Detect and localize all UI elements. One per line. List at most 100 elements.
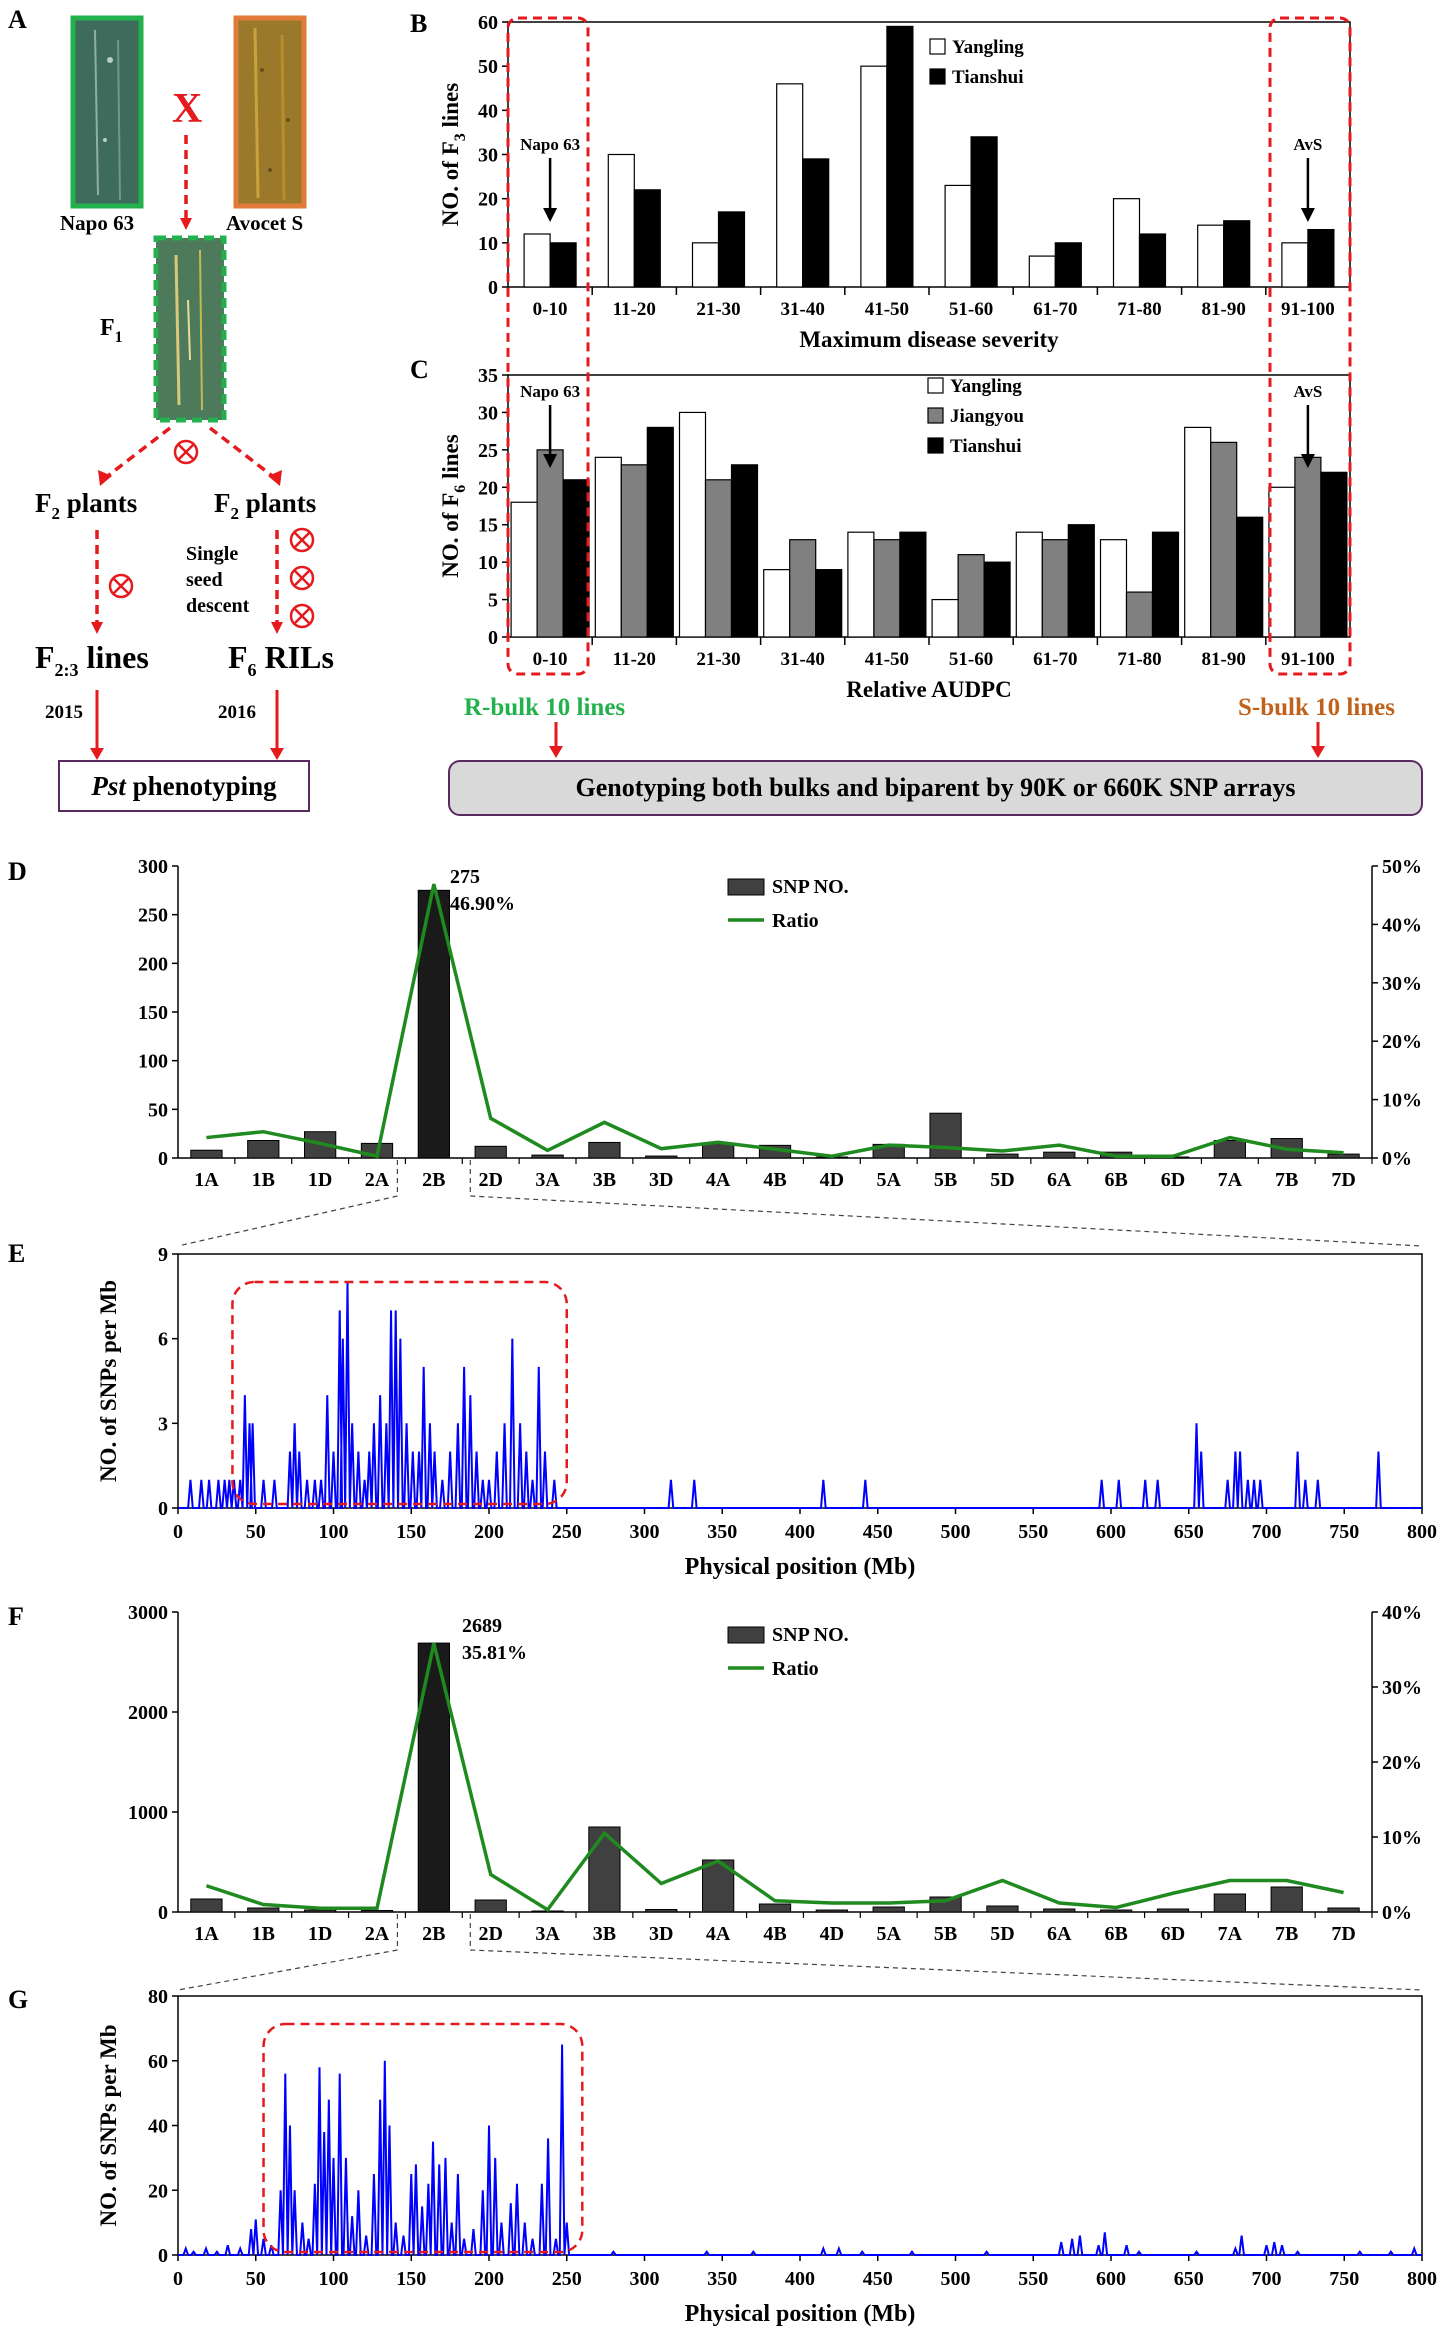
y-tick-label: 40 <box>478 100 498 122</box>
bar-snp-count <box>1270 1886 1303 1913</box>
bar-yangling <box>931 598 959 638</box>
x-tick-label: 800 <box>1407 2268 1437 2290</box>
pst-phenotyping-box: Pst phenotyping <box>58 760 310 812</box>
bar-yangling <box>510 501 538 638</box>
annotation-label: Napo 63 <box>520 382 580 401</box>
x-tick-label: 150 <box>396 2268 426 2290</box>
panel-letter-e: E <box>8 1239 25 1268</box>
x-tick-label: 21-30 <box>696 299 740 320</box>
x-tick-label: 7B <box>1275 1923 1298 1945</box>
x-tick-label: 450 <box>863 1521 893 1543</box>
bar-snp-count <box>986 1905 1019 1913</box>
y-tick-label: 25 <box>478 440 498 462</box>
x-tick-label: 400 <box>785 2268 815 2290</box>
bar-snp-count <box>645 1155 678 1159</box>
x-tick-label: 300 <box>630 1521 660 1543</box>
bar-snp-count <box>190 1149 223 1159</box>
bar-tianshui <box>633 189 661 288</box>
legend-swatch <box>927 377 944 394</box>
bar-snp-count <box>758 1903 792 1913</box>
bar-snp-count <box>474 1145 507 1159</box>
y2-tick-label: 10% <box>1382 1090 1422 1112</box>
y-tick-label: 30 <box>478 145 498 167</box>
x-tick-label: 7B <box>1275 1169 1298 1191</box>
x-tick-label: 750 <box>1329 1521 1359 1543</box>
y-tick-label: 0 <box>158 2245 168 2267</box>
x-tick-label: 50 <box>246 2268 266 2290</box>
x-tick-label: 600 <box>1096 2268 1126 2290</box>
x-tick-label: 2A <box>365 1169 390 1191</box>
annotation-arrowhead <box>543 208 558 222</box>
y-tick-label: 100 <box>138 1051 168 1073</box>
zoom-connector <box>177 1195 398 1247</box>
bar-yangling <box>607 153 635 288</box>
x-tick-label: 550 <box>1018 1521 1048 1543</box>
legend-swatch <box>929 38 946 55</box>
x-tick-label: 700 <box>1252 1521 1282 1543</box>
bar-jiangyou <box>1294 456 1322 638</box>
x-tick-label: 7D <box>1331 1169 1355 1191</box>
peak-count-label: 275 <box>450 866 480 888</box>
f6-label: F6 RILs <box>228 639 334 680</box>
bar-yangling <box>1099 539 1128 638</box>
bar-snp-count <box>702 1142 735 1159</box>
y-tick-label: 300 <box>138 856 168 878</box>
bar-jiangyou <box>789 539 817 638</box>
x-tick-label: 650 <box>1174 2268 1204 2290</box>
x-tick-label: 2B <box>422 1923 445 1945</box>
panel-letter-g: G <box>8 1985 28 2014</box>
legend-label: Jiangyou <box>950 406 1024 427</box>
x-tick-label: 41-50 <box>865 649 909 670</box>
y-tick-label: 10 <box>478 552 498 574</box>
bar-tianshui <box>730 464 759 638</box>
bar-yangling <box>691 242 720 288</box>
y-tick-label: 35 <box>478 365 498 387</box>
y-tick-label: 30 <box>478 402 498 424</box>
bar-snp-count <box>1043 1151 1076 1159</box>
legend-label: Tianshui <box>952 67 1023 88</box>
bar-tianshui <box>562 479 590 638</box>
selfing-icon <box>173 439 199 465</box>
x-tick-label: 4D <box>820 1923 844 1945</box>
x-tick-label: 5B <box>934 1169 957 1191</box>
x-tick-label: 300 <box>630 2268 660 2290</box>
s-bulk-highlight <box>1268 16 1352 676</box>
bar-jiangyou <box>1041 539 1069 638</box>
legend-label: Ratio <box>772 910 819 932</box>
y-tick-label: 50 <box>478 56 498 78</box>
zoom-connector <box>470 1195 1423 1247</box>
bar-jiangyou <box>957 554 985 638</box>
x-tick-label: 100 <box>319 1521 349 1543</box>
f1-leaf-photo <box>153 235 227 423</box>
legend-swatch <box>929 68 946 85</box>
bar-tianshui <box>1223 220 1251 288</box>
peak-ratio-label: 46.90% <box>450 893 515 915</box>
x-tick-label: 5D <box>990 1169 1014 1191</box>
x-tick-label: 7A <box>1218 1169 1243 1191</box>
x-tick-label: 250 <box>552 1521 582 1543</box>
x-tick-label: 2D <box>478 1169 502 1191</box>
bar-snp-count <box>360 1910 394 1913</box>
panel-letter-b: B <box>410 9 427 38</box>
y-tick-label: 150 <box>138 1002 168 1024</box>
bar-snp-count <box>304 1909 337 1913</box>
bar-yangling <box>776 83 804 288</box>
y2-tick-label: 0% <box>1382 1902 1412 1924</box>
bar-tianshui <box>970 136 998 288</box>
x-tick-label: 3B <box>593 1169 616 1191</box>
panel-letter-a: A <box>8 5 27 34</box>
r-bulk-highlight <box>506 16 590 676</box>
bar-snp-count <box>588 1826 621 1913</box>
chart-c: 0 5 10 15 20 25 30 35 0-10 11-20 21-30 31-40 41-50 51… <box>438 365 1351 702</box>
bar-snp-count <box>190 1898 223 1913</box>
zoom-connector <box>177 1949 398 1991</box>
r-bulk-label: R-bulk 10 lines <box>464 694 625 721</box>
y-tick-label: 5 <box>488 590 498 612</box>
x-tick-label: 5D <box>990 1923 1014 1945</box>
y-axis-title: NO. of F3 lines <box>438 83 469 226</box>
y2-tick-label: 20% <box>1382 1752 1422 1774</box>
y-tick-label: 20 <box>148 2180 168 2202</box>
x-tick-label: 4A <box>706 1923 731 1945</box>
x-tick-label: 200 <box>474 2268 504 2290</box>
pst-rest: phenotyping <box>125 770 277 801</box>
